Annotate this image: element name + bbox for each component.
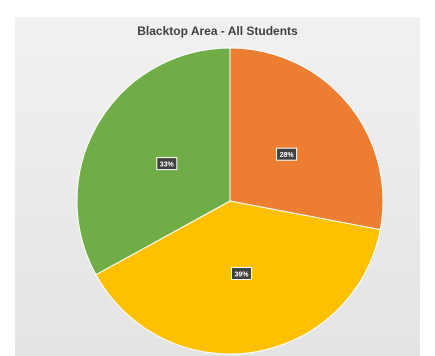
data-label-box-0: [276, 147, 298, 161]
data-label-box-1: [230, 267, 252, 281]
data-label-text-1: 39%: [234, 272, 249, 279]
data-label-box-2: [156, 157, 178, 171]
chart-area: Blacktop Area - All Students 28% 39% 33%: [15, 17, 420, 356]
pie-slice-2: [76, 47, 231, 276]
data-label-text-2: 33%: [160, 162, 175, 169]
pie-chart: 28% 39% 33%: [76, 47, 384, 355]
chart-title: Blacktop Area - All Students: [137, 24, 298, 38]
data-label-2: 33%: [156, 157, 178, 171]
data-label-text-0: 28%: [280, 152, 295, 159]
pie-slice-0: [229, 47, 384, 231]
data-label-0: 28%: [276, 147, 298, 161]
data-label-1: 39%: [230, 267, 252, 281]
